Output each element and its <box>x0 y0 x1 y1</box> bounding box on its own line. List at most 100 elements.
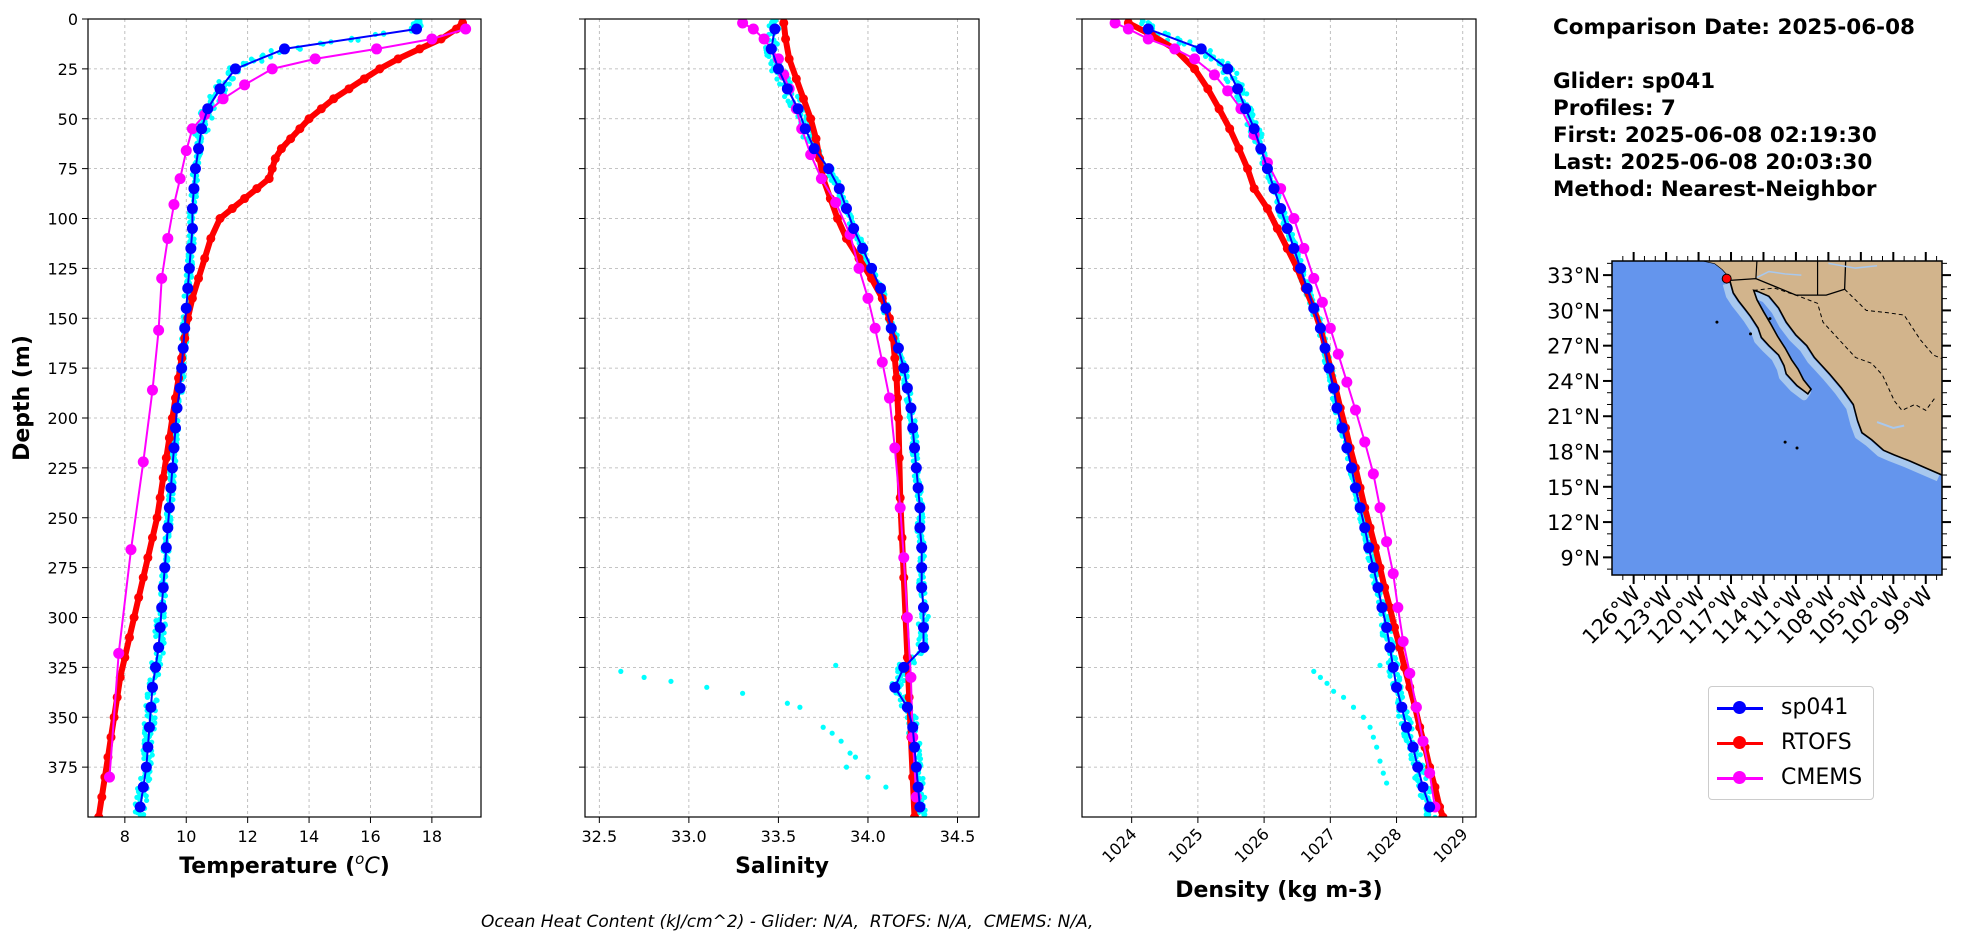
density-sp041-point <box>1240 103 1252 115</box>
temperature-rtofs-point <box>270 154 280 164</box>
lake-chapala <box>1876 421 1905 430</box>
salinity-glider-raw-point <box>774 76 780 82</box>
density-sp041-point <box>1288 242 1300 254</box>
temperature-ytick-label: 200 <box>47 409 78 428</box>
salinity-sp041-point <box>889 681 901 693</box>
density-glider-raw-point <box>1244 91 1250 97</box>
salinity-rtofs-point <box>910 812 920 817</box>
salinity-sp041-point <box>910 761 922 773</box>
temperature-sp041-point <box>159 562 171 574</box>
density-sp041-point <box>1400 721 1412 733</box>
density-rtofs-point <box>1390 622 1400 632</box>
temperature-cmems-point <box>266 63 278 75</box>
salinity-rtofs-point <box>893 413 903 423</box>
salinity-sp041-point <box>917 621 929 633</box>
temperature-glider-raw-point <box>259 58 265 64</box>
salinity-profile-panel: 32.5 33.0 33.5 34.0 34.5 Salinity <box>579 18 980 879</box>
temperature-glider-raw-point <box>137 812 143 817</box>
temperature-ytick-label: 375 <box>47 758 78 777</box>
temperature-sp041-point <box>193 143 205 155</box>
salinity-sp041-point <box>909 442 921 454</box>
salinity-cmems-point <box>894 502 906 514</box>
density-glider-raw-point <box>1249 113 1255 119</box>
salinity-sp041-point <box>765 43 777 55</box>
density-cmems-point <box>1189 53 1201 65</box>
temperature-sp041-point <box>214 83 226 95</box>
temperature-sp041-point <box>150 661 162 673</box>
map-lat-label: 18°N <box>1547 441 1600 465</box>
density-rtofs-point <box>1214 104 1224 114</box>
salinity-glider-raw-outlier <box>641 674 647 680</box>
density-sp041-point <box>1308 302 1320 314</box>
salinity-glider-raw-point <box>777 81 783 87</box>
temperature-cmems-point <box>371 43 383 55</box>
temperature-cmems-point <box>162 232 174 244</box>
temperature-ytick-label: 275 <box>47 559 78 578</box>
density-glider-raw-point <box>1417 752 1423 758</box>
density-xtick-label: 1024 <box>1098 824 1140 866</box>
temperature-cmems-point <box>156 272 168 284</box>
legend: sp041 RTOFS CMEMS <box>1708 686 1874 800</box>
density-axes-frame <box>1081 18 1477 818</box>
state-border-ca-az <box>1755 261 1758 279</box>
temperature-profile-panel: 8 10 12 14 16 18 0 25 50 75 100 125 150 175 200 225 250 2… <box>10 10 482 879</box>
density-sp041-point <box>1363 542 1375 554</box>
density-sp041-point <box>1381 621 1393 633</box>
salinity-glider-raw-point <box>913 715 919 721</box>
density-sp041-point <box>1346 462 1358 474</box>
salinity-cmems-point <box>905 671 917 683</box>
salinity-sp041-point <box>910 462 922 474</box>
density-cmems-point <box>1308 272 1320 284</box>
salinity-glider-raw-point <box>911 660 917 666</box>
salinity-cmems-point <box>747 23 759 35</box>
temperature-rtofs-point <box>344 84 354 94</box>
temperature-rtofs-point <box>155 493 165 503</box>
temperature-sp041-point <box>170 422 182 434</box>
density-sp041-point <box>1349 482 1361 494</box>
density-sp041-point <box>1261 163 1273 175</box>
density-xtick-label: 1028 <box>1363 824 1405 866</box>
temperature-sp041-point <box>180 302 192 314</box>
salinity-cmems-point <box>815 173 827 185</box>
temperature-glider-raw-point <box>153 633 159 640</box>
salinity-cmems-point <box>853 262 865 274</box>
salinity-sp041-point <box>914 522 926 534</box>
salinity-cmems-point <box>737 19 749 29</box>
temperature-rtofs-point <box>138 573 148 583</box>
salinity-sp041-point <box>905 402 917 414</box>
temperature-cmems-point <box>137 456 149 468</box>
river-north <box>1828 262 1878 269</box>
legend-label-rtofs: RTOFS <box>1781 730 1852 755</box>
legend-item-sp041: sp041 <box>1709 693 1873 723</box>
salinity-xlabel: Salinity <box>735 854 829 879</box>
density-glider-raw-outlier <box>1370 734 1376 740</box>
salinity-sp041-point <box>823 163 835 175</box>
method-text: Method: Nearest-Neighbor <box>1553 177 1877 202</box>
temperature-ytick-label: 125 <box>47 259 78 278</box>
salinity-glider-raw-outlier <box>797 704 803 710</box>
island <box>1783 440 1787 444</box>
salinity-rtofs-point <box>894 453 904 463</box>
temperature-ytick-label: 100 <box>47 210 78 229</box>
salinity-xtick-label: 32.5 <box>582 827 618 846</box>
temperature-xtick-label: 16 <box>360 827 380 846</box>
temperature-rtofs-point <box>129 613 139 622</box>
salinity-sp041-point <box>772 63 784 75</box>
salinity-glider-raw-point <box>913 433 920 439</box>
temperature-rtofs-point <box>106 732 116 742</box>
temperature-sp041-point <box>160 542 172 554</box>
temperature-rtofs-point <box>415 44 425 54</box>
temperature-cmems-point <box>125 544 137 556</box>
salinity-cmems-line <box>742 22 918 798</box>
salinity-glider-raw-outlier <box>740 690 746 696</box>
density-cmems-point <box>1341 376 1353 388</box>
temperature-sp041-point <box>279 43 290 55</box>
salinity-glider-raw-point <box>766 53 772 59</box>
legend-marker-cmems <box>1733 771 1746 784</box>
salinity-sp041-point <box>840 203 852 215</box>
legend-item-cmems: CMEMS <box>1709 763 1873 793</box>
temperature-sp041-point <box>177 342 189 354</box>
temperature-sp041-point <box>163 502 175 514</box>
salinity-glider-raw-outlier <box>833 662 839 668</box>
temperature-cmems-point <box>103 771 115 783</box>
